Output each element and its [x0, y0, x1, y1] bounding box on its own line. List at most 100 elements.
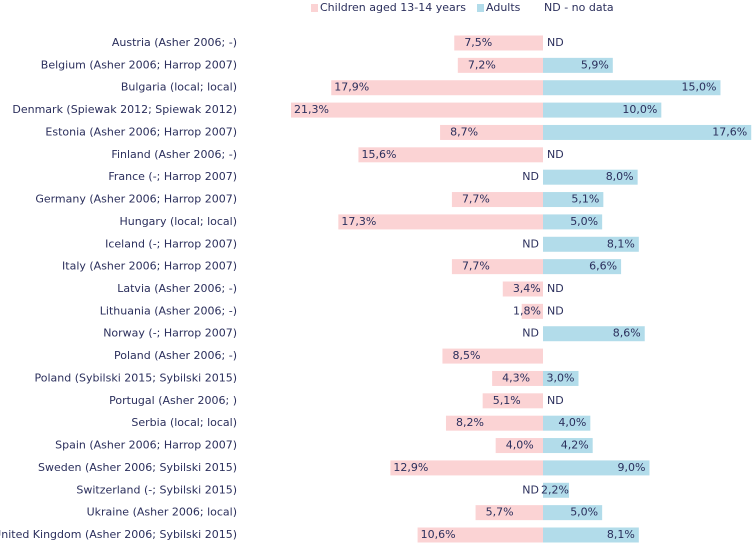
category-label: Norway (-; Harrop 2007): [103, 327, 237, 340]
category-label: Hungary (local; local): [119, 215, 237, 228]
value-label: 5,0%: [570, 506, 598, 519]
category-label: Denmark (Spiewak 2012; Spiewak 2012): [12, 103, 237, 116]
bar: [543, 102, 662, 118]
bar: [338, 214, 543, 230]
nd-label: ND: [522, 170, 539, 183]
value-label: 1,8%: [513, 304, 541, 317]
bar: [543, 460, 650, 476]
nd-label: ND: [547, 36, 564, 49]
value-label: 5,7%: [486, 506, 514, 519]
value-label: 6,6%: [589, 260, 617, 273]
value-label: 4,3%: [502, 371, 530, 384]
value-label: 5,9%: [581, 58, 609, 71]
category-label: Poland (Asher 2006; -): [114, 349, 237, 362]
category-label: Lithuania (Asher 2006; -): [100, 304, 237, 317]
bar: [543, 370, 579, 386]
bar: [291, 102, 543, 118]
category-label: Italy (Asher 2006; Harrop 2007): [62, 260, 237, 273]
category-label: Iceland (-; Harrop 2007): [105, 237, 237, 250]
category-label: Sweden (Asher 2006; Sybilski 2015): [38, 461, 237, 474]
value-label: 8,2%: [456, 416, 484, 429]
bar: [543, 326, 645, 342]
value-label: 4,0%: [506, 439, 534, 452]
bar: [543, 169, 638, 185]
bar: [543, 192, 604, 208]
category-label: Belgium (Asher 2006; Harrop 2007): [41, 58, 237, 71]
bar: [543, 415, 591, 431]
value-label: 17,3%: [341, 215, 376, 228]
category-label: Latvia (Asher 2006; -): [117, 282, 237, 295]
category-label: Austria (Asher 2006; -): [112, 36, 237, 49]
bar: [331, 80, 543, 96]
bar: [502, 281, 543, 297]
legend-label: Children aged 13-14 years: [320, 1, 466, 14]
value-label: 9,0%: [618, 461, 646, 474]
value-label: 7,5%: [464, 36, 492, 49]
bar: [457, 57, 543, 73]
nd-label: ND: [547, 148, 564, 161]
nd-label: ND: [547, 282, 564, 295]
value-label: 8,7%: [450, 125, 478, 138]
value-label: 7,2%: [468, 58, 496, 71]
nd-label: ND: [522, 327, 539, 340]
value-label: 10,0%: [622, 103, 657, 116]
nd-label: ND: [522, 237, 539, 250]
value-label: 2,2%: [541, 483, 569, 496]
value-label: 17,9%: [334, 81, 369, 94]
bar: [482, 393, 543, 409]
bar: [442, 348, 543, 364]
value-label: 5,0%: [570, 215, 598, 228]
bar: [543, 482, 570, 498]
category-label: Switzerland (-; Sybilski 2015): [76, 483, 237, 496]
value-label: 7,7%: [462, 260, 490, 273]
category-label: Portugal (Asher 2006; ): [109, 394, 237, 407]
category-label: Bulgaria (local; local): [121, 81, 237, 94]
bar: [543, 57, 613, 73]
bar: [543, 505, 603, 521]
bar: [417, 527, 543, 543]
value-label: 8,1%: [607, 528, 635, 541]
bar: [495, 438, 543, 454]
bar: [543, 259, 622, 275]
category-label: Spain (Asher 2006; Harrop 2007): [55, 439, 237, 452]
legend-note: ND - no data: [544, 1, 614, 14]
nd-label: ND: [547, 304, 564, 317]
value-label: 8,0%: [606, 170, 634, 183]
bar: [358, 147, 543, 163]
value-label: 4,0%: [558, 416, 586, 429]
category-label: Estonia (Asher 2006; Harrop 2007): [45, 125, 237, 138]
value-label: 5,1%: [493, 394, 521, 407]
bar: [475, 505, 543, 521]
bar: [451, 192, 543, 208]
legend-label: Adults: [486, 1, 521, 14]
bar: [543, 214, 603, 230]
value-label: 8,5%: [452, 349, 480, 362]
bar: [445, 415, 543, 431]
nd-label: ND: [522, 483, 539, 496]
value-label: 17,6%: [712, 125, 747, 138]
bar: [543, 438, 593, 454]
bar: [454, 35, 543, 51]
bar: [390, 460, 543, 476]
category-label: Finland (Asher 2006; -): [111, 148, 237, 161]
bar: [440, 124, 543, 140]
category-label: France (-; Harrop 2007): [108, 170, 237, 183]
category-label: Poland (Sybilski 2015; Sybilski 2015): [35, 371, 237, 384]
category-label: United Kingdom (Asher 2006; Sybilski 201…: [0, 528, 237, 541]
legend-swatch: [477, 4, 484, 12]
value-label: 8,6%: [613, 327, 641, 340]
category-label: Germany (Asher 2006; Harrop 2007): [35, 193, 237, 206]
bar: [543, 527, 639, 543]
category-label: Ukraine (Asher 2006; local): [87, 506, 237, 519]
bar: [543, 124, 752, 140]
value-label: 12,9%: [393, 461, 428, 474]
bar: [451, 259, 543, 275]
bar: [492, 370, 543, 386]
category-label: Serbia (local; local): [131, 416, 237, 429]
legend-swatch: [311, 4, 318, 12]
value-label: 7,7%: [462, 193, 490, 206]
value-label: 5,1%: [571, 193, 599, 206]
value-label: 21,3%: [294, 103, 329, 116]
value-label: 3,0%: [547, 371, 575, 384]
